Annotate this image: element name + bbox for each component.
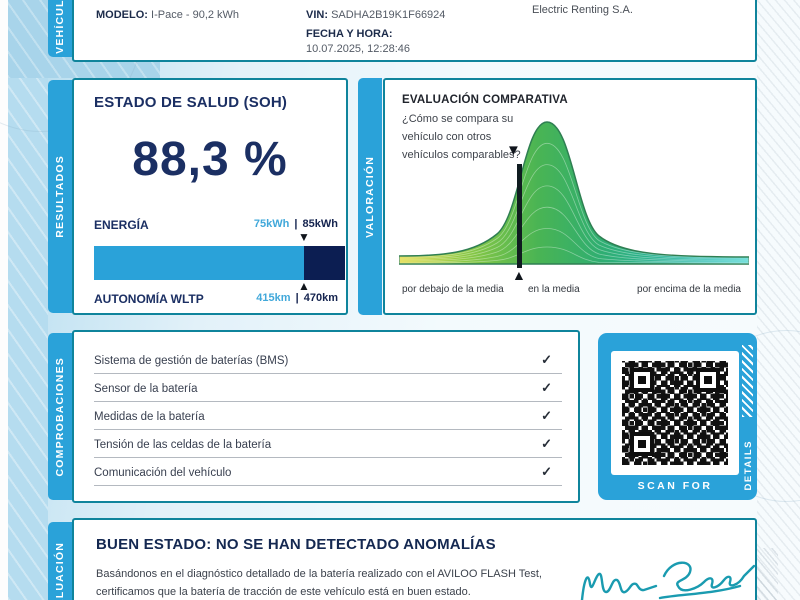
comparison-line2: vehículo con otros [402, 131, 492, 143]
energy-total: 85kWh [302, 218, 338, 230]
checklist-item-label: Sistema de gestión de baterías (BMS) [94, 355, 289, 367]
check-icon: ✓ [541, 464, 552, 479]
soh-bar [94, 246, 345, 280]
qr-code-background [611, 351, 739, 475]
background-hatch-right [757, 0, 800, 600]
tab-evaluacion: EVALUACIÓN [48, 522, 72, 600]
vehicle-position-bar [517, 164, 522, 268]
details-label: DETAILS [743, 439, 754, 490]
range-label: AUTONOMÍA WLTP [94, 292, 204, 306]
comparison-title: EVALUACIÓN COMPARATIVA [402, 94, 568, 106]
tab-valoracion-label: VALORACIÓN [364, 155, 376, 238]
axis-label-below-average: por debajo de la media [402, 284, 504, 295]
energy-values: 75kWh | 85kWh [254, 218, 338, 230]
model-value: I-Pace - 90,2 kWh [151, 9, 240, 21]
qr-finder-icon [696, 368, 720, 392]
range-values: 415km | 470km [256, 292, 338, 304]
check-icon: ✓ [541, 408, 552, 423]
soh-marker-down-icon: ▼ [298, 230, 310, 244]
tab-evaluacion-label: EVALUACIÓN [54, 541, 66, 600]
vin-label: VIN: [306, 9, 328, 21]
soh-marker-up-icon: ▲ [298, 279, 310, 293]
vehicle-info-panel: MODELO: I-Pace - 90,2 kWh VIN: SADHA2B19… [72, 0, 757, 62]
checklist-panel: Sistema de gestión de baterías (BMS) ✓ S… [72, 330, 580, 503]
checklist-row: Medidas de la batería ✓ [94, 402, 562, 430]
model-field: MODELO: I-Pace - 90,2 kWh [96, 9, 239, 21]
comparison-marker-up-icon: ▲ [512, 267, 526, 283]
signature [572, 538, 762, 600]
check-icon: ✓ [541, 436, 552, 451]
verdict-title: BUEN ESTADO: NO SE HAN DETECTADO ANOMALÍ… [96, 536, 496, 553]
verdict-line1: Basándonos en el diagnóstico detallado d… [96, 568, 542, 580]
comparison-panel: EVALUACIÓN COMPARATIVA ¿Cómo se compara … [383, 78, 757, 315]
datetime-label: FECHA Y HORA: [306, 28, 393, 40]
qr-code-icon [622, 361, 728, 465]
vin-value: SADHA2B19K1F66924 [331, 9, 446, 21]
verdict-line2: certificamos que la batería de tracción … [96, 586, 471, 598]
energy-separator: | [294, 218, 298, 230]
checklist-item-label: Medidas de la batería [94, 411, 205, 423]
comparison-marker-down-icon: ▼ [506, 142, 521, 159]
checklist-item-label: Sensor de la batería [94, 383, 198, 395]
tab-valoracion: VALORACIÓN [358, 78, 382, 315]
checklist-row: Comunicación del vehículo ✓ [94, 458, 562, 486]
tab-vehiculo-label: VEHÍCULO [54, 0, 66, 54]
checklist-row: Tensión de las celdas de la batería ✓ [94, 430, 562, 458]
vin-field: VIN: SADHA2B19K1F66924 [306, 9, 445, 21]
scan-for-label: SCAN FOR [637, 480, 713, 492]
tab-resultados-label: RESULTADOS [54, 155, 66, 238]
axis-label-above-average: por encima de la media [637, 284, 741, 295]
bell-curve-chart [398, 116, 750, 268]
soh-panel: ESTADO DE SALUD (SOH) 88,3 % ENERGÍA 75k… [72, 78, 348, 315]
comparison-line3: vehículos comparables? [402, 149, 521, 161]
checklist-row: Sistema de gestión de baterías (BMS) ✓ [94, 346, 562, 374]
model-label: MODELO: [96, 9, 148, 21]
range-current: 415km [256, 292, 291, 304]
soh-value: 88,3 % [132, 133, 288, 186]
datetime-value: 10.07.2025, 12:28:46 [306, 43, 410, 55]
range-separator: | [295, 292, 299, 304]
tab-resultados: RESULTADOS [48, 80, 72, 313]
qr-finder-icon [630, 432, 654, 456]
qr-code-block: SCAN FOR DETAILS [598, 333, 757, 500]
soh-title: ESTADO DE SALUD (SOH) [94, 94, 288, 111]
axis-label-average: en la media [528, 284, 580, 295]
energy-label: ENERGÍA [94, 218, 149, 232]
energy-current: 75kWh [253, 218, 290, 230]
verdict-panel: BUEN ESTADO: NO SE HAN DETECTADO ANOMALÍ… [72, 518, 757, 600]
range-total: 470km [303, 292, 338, 304]
background-edge [0, 0, 8, 600]
soh-bar-fill [94, 246, 305, 280]
checklist-item-label: Comunicación del vehículo [94, 467, 232, 479]
qr-hatch-decoration [742, 345, 753, 417]
checklist-item-label: Tensión de las celdas de la batería [94, 439, 272, 451]
checklist-row: Sensor de la batería ✓ [94, 374, 562, 402]
tab-comprobaciones-label: COMPROBACIONES [54, 356, 66, 477]
tab-comprobaciones: COMPROBACIONES [48, 333, 72, 500]
comparison-line1: ¿Cómo se compara su [402, 113, 514, 125]
tab-vehiculo: VEHÍCULO [48, 0, 72, 57]
check-icon: ✓ [541, 380, 552, 395]
check-icon: ✓ [541, 352, 552, 367]
qr-finder-icon [630, 368, 654, 392]
company-name: Electric Renting S.A. [532, 4, 633, 16]
